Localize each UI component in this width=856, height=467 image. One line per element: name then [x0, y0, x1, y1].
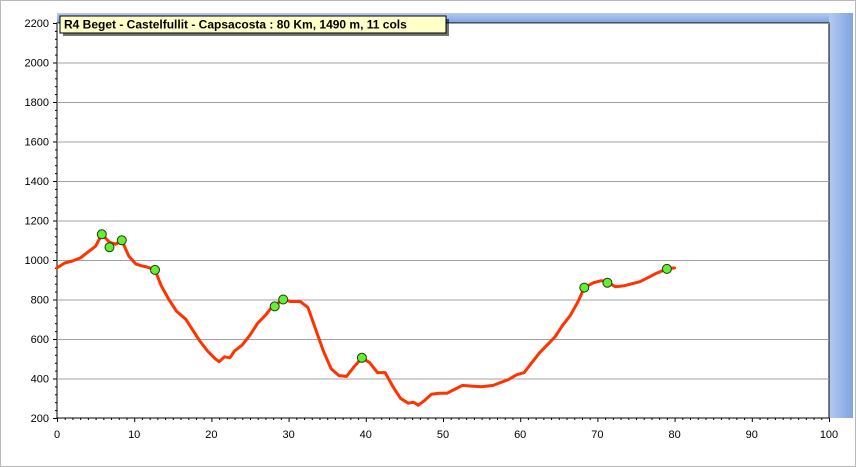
chart-title-box: R4 Beget - Castelfullit - Capsacosta : 8…	[59, 15, 449, 36]
y-tick-label: 200	[31, 413, 49, 425]
right-band	[829, 13, 853, 418]
y-tick-label: 2000	[25, 58, 49, 70]
col-markers	[96, 229, 672, 363]
y-tick-label: 1000	[25, 255, 49, 267]
y-tick-label: 600	[31, 334, 49, 346]
y-tick-label: 1600	[25, 137, 49, 149]
x-tick-label: 40	[360, 429, 372, 441]
col-marker	[356, 352, 367, 363]
y-tick-label: 1400	[25, 176, 49, 188]
x-axis: 0 10 20 30 40 50 60 70 80 90 100	[54, 418, 838, 441]
col-marker	[278, 294, 289, 305]
x-tick-label: 80	[668, 429, 680, 441]
col-marker	[104, 242, 115, 253]
col-marker	[150, 264, 160, 275]
col-marker	[96, 229, 107, 240]
top-band	[57, 13, 853, 23]
x-tick-label: 0	[54, 429, 60, 441]
x-tick-label: 60	[514, 429, 526, 441]
x-tick-label: 100	[820, 429, 838, 441]
y-tick-label: 1800	[25, 97, 49, 109]
col-marker	[602, 277, 613, 288]
x-tick-label: 70	[591, 429, 603, 441]
col-marker	[579, 282, 590, 293]
col-marker	[269, 301, 280, 312]
x-tick-label: 90	[746, 429, 758, 441]
col-marker	[116, 235, 127, 246]
y-tick-label: 2200	[25, 18, 49, 30]
x-tick-label: 20	[205, 429, 217, 441]
y-tick-label: 1200	[25, 216, 49, 228]
x-tick-label: 10	[128, 429, 140, 441]
x-tick-label: 30	[282, 429, 294, 441]
col-marker	[661, 263, 672, 274]
y-axis: 200 400 600 800 1000 1200 1400 1600 1800 2000 2200	[25, 18, 57, 425]
chart-title: R4 Beget - Castelfullit - Capsacosta : 8…	[64, 18, 407, 32]
y-tick-label: 800	[31, 295, 49, 307]
x-tick-label: 50	[437, 429, 449, 441]
y-tick-label: 400	[31, 374, 49, 386]
